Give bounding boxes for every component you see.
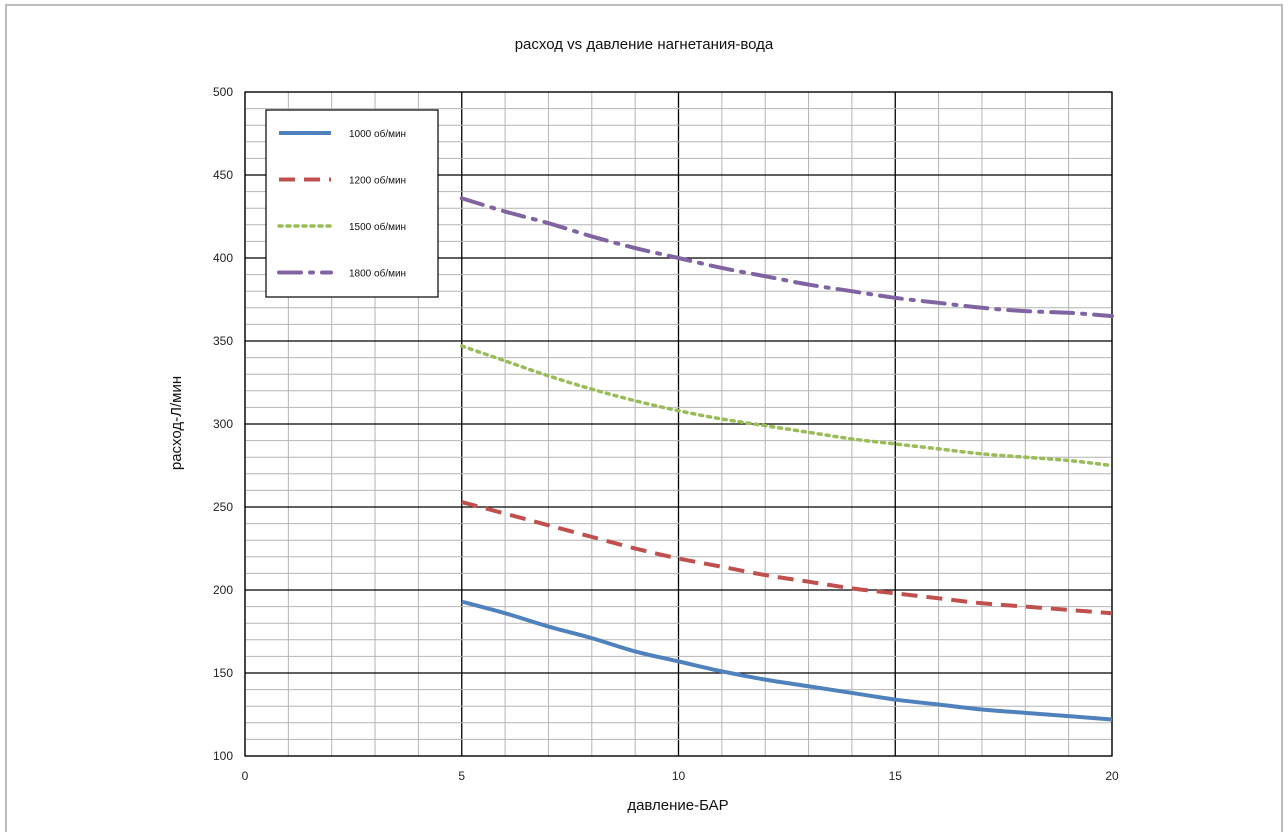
x-tick-label: 15 xyxy=(889,769,903,783)
series-line-4 xyxy=(459,196,1114,319)
legend-box xyxy=(265,109,439,298)
y-tick-label: 450 xyxy=(213,168,233,182)
legend-item: 1500 об/мин xyxy=(277,221,406,233)
y-tick-label: 400 xyxy=(213,251,233,265)
legend-label: 1000 об/мин xyxy=(349,128,406,140)
tick-labels: 0 5 10 15 20 100 150 200 250 300 350 400 450 500 xyxy=(213,85,1119,783)
series-line-2 xyxy=(461,500,1113,616)
y-tick-label: 100 xyxy=(213,749,233,763)
legend-label: 1200 об/мин xyxy=(349,175,406,187)
y-tick-label: 200 xyxy=(213,583,233,597)
y-tick-label: 350 xyxy=(213,334,233,348)
legend: 1000 об/мин 1200 об/мин 1500 об/мин 1800 об… xyxy=(265,109,439,298)
legend-item: 1000 об/мин xyxy=(279,128,406,140)
legend-item: 1200 об/мин xyxy=(279,175,406,187)
x-tick-label: 10 xyxy=(672,769,686,783)
x-axis-label: давление-БАР xyxy=(627,797,728,814)
chart-title: расход vs давление нагнетания-вода xyxy=(515,36,774,53)
x-tick-label: 5 xyxy=(458,769,465,783)
series-layer xyxy=(459,196,1114,722)
series-line-1 xyxy=(461,599,1113,722)
x-tick-label: 20 xyxy=(1105,769,1119,783)
legend-label: 1500 об/мин xyxy=(349,221,406,233)
legend-label: 1800 об/мин xyxy=(349,268,406,280)
y-tick-label: 500 xyxy=(213,85,233,99)
series-line-3 xyxy=(460,344,1114,468)
x-tick-label: 0 xyxy=(242,769,249,783)
y-axis-label: расход-Л/мин xyxy=(168,376,185,470)
plot-area xyxy=(244,91,1113,757)
legend-item: 1800 об/мин xyxy=(277,268,406,280)
y-tick-label: 250 xyxy=(213,500,233,514)
y-tick-label: 150 xyxy=(213,666,233,680)
y-tick-label: 300 xyxy=(213,417,233,431)
